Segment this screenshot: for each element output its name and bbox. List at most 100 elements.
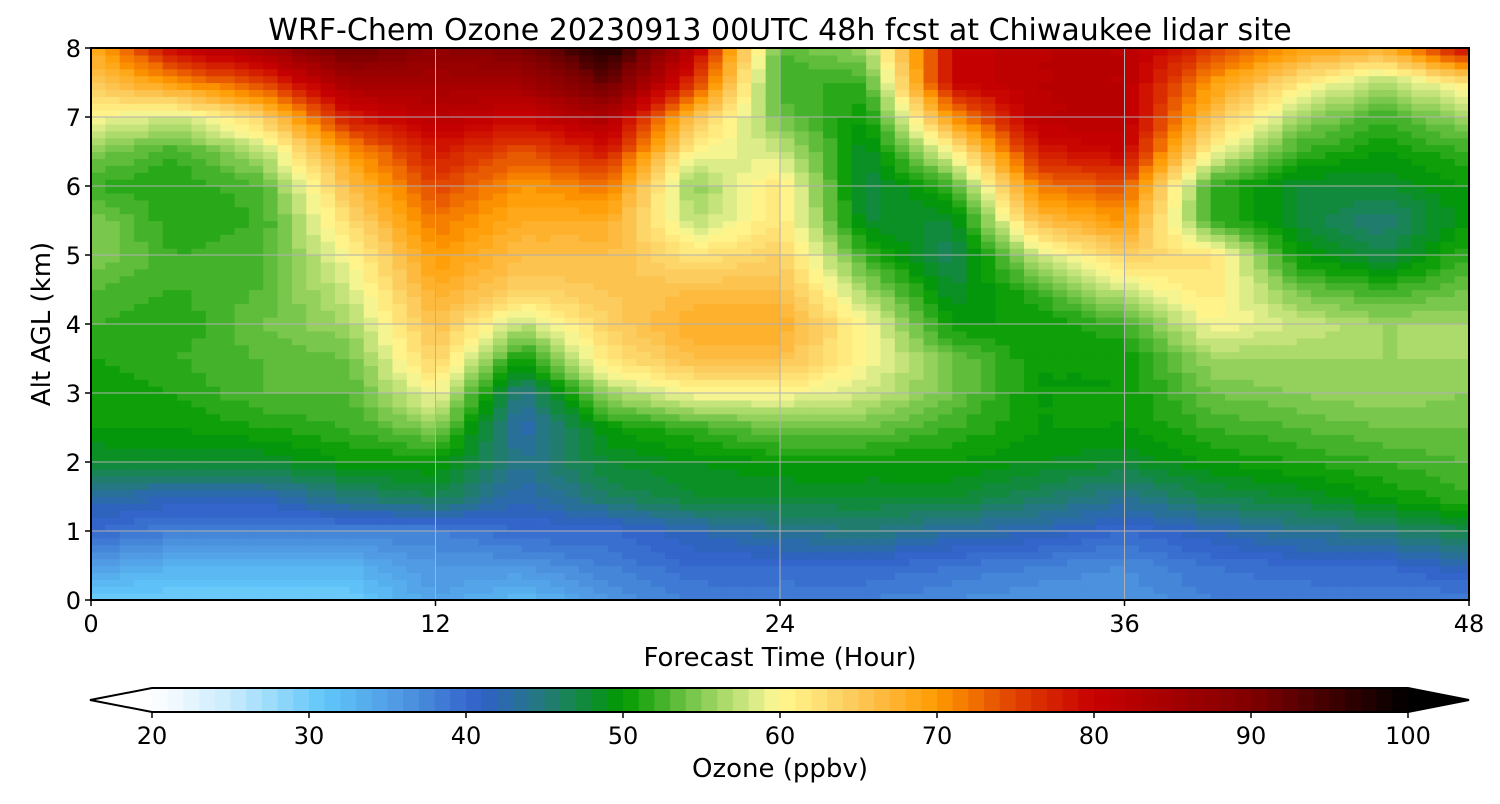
heatmap-cell <box>622 455 638 463</box>
heatmap-cell <box>794 75 810 84</box>
heatmap-cell <box>966 565 982 573</box>
heatmap-cell <box>521 455 537 463</box>
heatmap-cell <box>751 261 767 270</box>
heatmap-cell <box>234 123 250 132</box>
heatmap-cell <box>421 503 437 511</box>
heatmap-cell <box>406 593 422 601</box>
heatmap-cell <box>378 386 394 394</box>
heatmap-cell <box>449 337 465 346</box>
heatmap-cell <box>780 565 795 573</box>
heatmap-cell <box>191 68 207 77</box>
heatmap-cell <box>349 565 365 573</box>
heatmap-cell <box>751 510 767 518</box>
heatmap-cell <box>866 531 882 539</box>
heatmap-cell <box>392 89 408 97</box>
heatmap-cell <box>765 544 781 553</box>
heatmap-cell <box>277 558 293 567</box>
heatmap-cell <box>191 151 207 159</box>
heatmap-cell <box>894 192 910 201</box>
heatmap-cell <box>478 482 494 491</box>
heatmap-cell <box>808 199 824 208</box>
heatmap-cell <box>406 317 422 325</box>
heatmap-cell <box>234 462 250 470</box>
heatmap-cell <box>464 420 480 429</box>
heatmap-cell <box>148 261 164 270</box>
heatmap-cell <box>952 96 968 104</box>
heatmap-cell <box>708 482 724 491</box>
heatmap-cell <box>579 372 594 380</box>
heatmap-cell <box>492 61 508 70</box>
heatmap-cell <box>923 406 939 415</box>
heatmap-cell <box>794 330 810 339</box>
heatmap-cell <box>320 586 336 594</box>
chart-title: WRF-Chem Ozone 20230913 00UTC 48h fcst a… <box>268 13 1291 48</box>
heatmap-cell <box>564 241 580 249</box>
heatmap-cell <box>91 386 106 394</box>
heatmap-cell <box>794 227 810 235</box>
heatmap-cell <box>435 372 451 380</box>
heatmap-cell <box>191 324 207 332</box>
heatmap-cell <box>263 117 279 125</box>
heatmap-cell <box>765 289 781 297</box>
heatmap-cell <box>837 482 853 491</box>
heatmap-cell <box>622 261 638 270</box>
heatmap-cell <box>134 48 150 56</box>
heatmap-cell <box>248 206 264 215</box>
heatmap-cell <box>105 482 121 491</box>
heatmap-cell <box>349 413 365 422</box>
heatmap-cell <box>248 531 264 539</box>
heatmap-cell <box>823 468 839 477</box>
heatmap-cell <box>937 282 953 291</box>
heatmap-cell <box>780 572 795 580</box>
heatmap-cell <box>693 565 709 573</box>
heatmap-cell <box>665 572 681 580</box>
heatmap-cell <box>191 372 207 380</box>
heatmap-cell <box>966 186 982 194</box>
heatmap-cell <box>449 282 465 291</box>
heatmap-cell <box>937 462 953 470</box>
heatmap-cell <box>220 330 236 339</box>
heatmap-cell <box>291 462 307 470</box>
heatmap-cell <box>622 303 638 311</box>
heatmap-cell <box>234 441 250 449</box>
heatmap-cell <box>579 123 594 132</box>
heatmap-cell <box>722 579 738 587</box>
heatmap-cell <box>679 234 695 242</box>
heatmap-cell <box>808 399 824 408</box>
heatmap-cell <box>550 586 566 594</box>
heatmap-cell <box>966 455 982 463</box>
heatmap-cell <box>593 379 609 387</box>
heatmap-cell <box>780 593 795 601</box>
heatmap-cell <box>736 579 752 587</box>
heatmap-cell <box>808 241 824 249</box>
heatmap-cell <box>952 110 968 118</box>
heatmap-cell <box>306 317 322 325</box>
heatmap-cell <box>91 213 106 222</box>
heatmap-cell <box>593 68 609 77</box>
heatmap-cell <box>521 137 537 146</box>
heatmap-cell <box>894 75 910 84</box>
heatmap-cell <box>378 510 394 518</box>
heatmap-cell <box>966 330 982 339</box>
heatmap-cell <box>162 358 178 366</box>
heatmap-cell <box>277 68 293 77</box>
heatmap-cell <box>736 144 752 153</box>
heatmap-cell <box>665 344 681 353</box>
heatmap-cell <box>464 103 480 111</box>
heatmap-cell <box>507 158 523 166</box>
heatmap-cell <box>119 524 135 532</box>
heatmap-cell <box>306 206 322 215</box>
heatmap-cell <box>564 441 580 449</box>
heatmap-cell <box>392 248 408 256</box>
heatmap-cell <box>607 165 623 173</box>
heatmap-cell <box>335 234 350 242</box>
heatmap-cell <box>449 406 465 415</box>
heatmap-cell <box>736 517 752 525</box>
heatmap-cell <box>191 593 207 601</box>
heatmap-cell <box>837 186 853 194</box>
heatmap-cell <box>693 289 709 297</box>
heatmap-cell <box>220 192 236 201</box>
heatmap-cell <box>335 517 350 525</box>
heatmap-cell <box>277 448 293 456</box>
heatmap-cell <box>665 517 681 525</box>
